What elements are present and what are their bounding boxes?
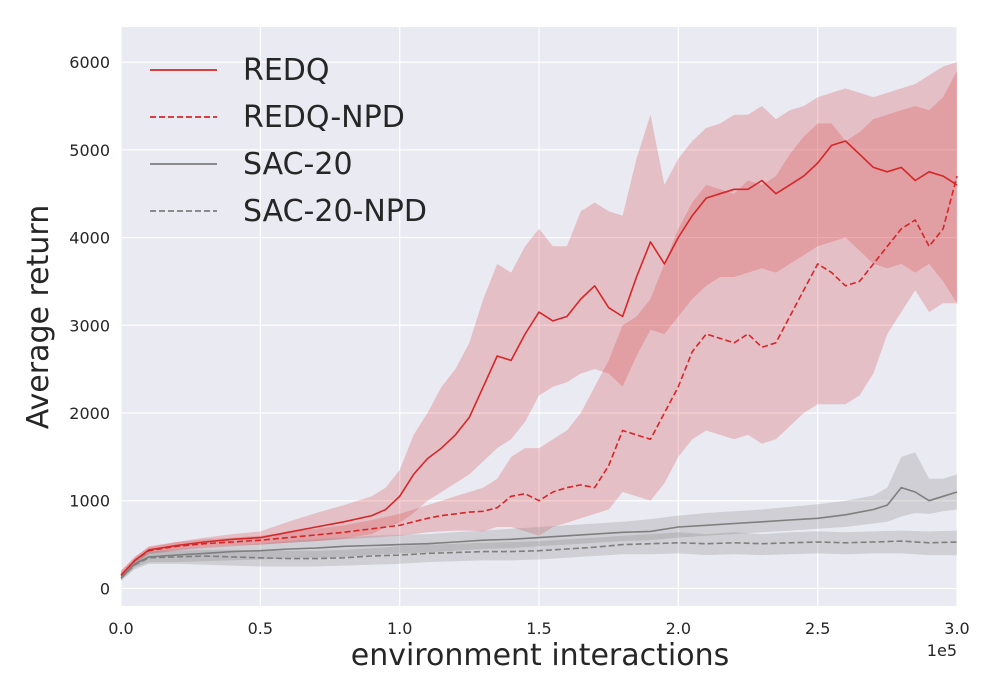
x-tick-label: 1.0	[387, 619, 412, 638]
x-axis-label: environment interactions	[351, 638, 729, 673]
x-tick-label: 2.0	[666, 619, 691, 638]
x-tick-label: 3.0	[944, 619, 969, 638]
x-tick-label: 0.0	[108, 619, 133, 638]
series-line-redq-npd	[120, 175, 958, 576]
band-sac-20	[121, 452, 957, 581]
y-tick-label: 4000	[69, 229, 110, 248]
y-tick-label: 3000	[69, 316, 110, 335]
band-redq	[121, 62, 957, 580]
series-line-redq	[120, 140, 958, 576]
y-tick-label: 0	[100, 579, 110, 598]
series-line-sac-20	[120, 486, 958, 579]
band-redq-npd	[121, 70, 957, 580]
legend-label: REDQ	[243, 53, 330, 88]
grid	[120, 27, 958, 606]
y-tick-label: 1000	[69, 492, 110, 511]
legend: REDQ REDQ-NPD SAC-20 SAC-20-NPD	[150, 53, 427, 229]
x-tick-label: 2.5	[805, 619, 830, 638]
x-axis-offset-text: 1e5	[927, 641, 957, 660]
tick-labels: 0.0 0.5 1.0 1.5 2.0 2.5 3.0 0 1000 2000 3000 4000 50…	[69, 53, 969, 638]
series-lines	[120, 140, 958, 579]
y-axis-label: Average return	[21, 205, 56, 429]
y-tick-label: 6000	[69, 53, 110, 72]
y-tick-label: 5000	[69, 141, 110, 160]
legend-label: SAC-20	[243, 147, 353, 182]
x-tick-label: 0.5	[248, 619, 273, 638]
legend-label: SAC-20-NPD	[243, 194, 427, 229]
legend-label: REDQ-NPD	[243, 100, 405, 135]
x-tick-label: 1.5	[526, 619, 551, 638]
y-tick-label: 2000	[69, 404, 110, 423]
